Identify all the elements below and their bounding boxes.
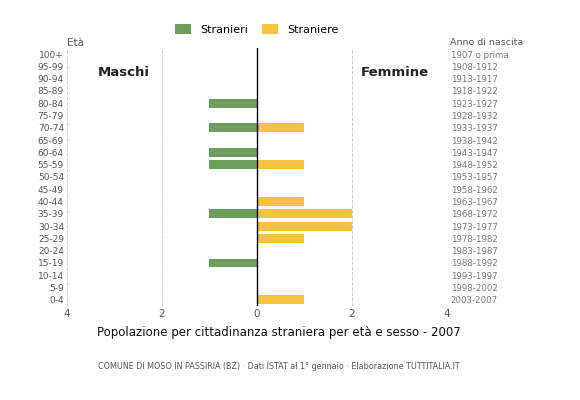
Bar: [257, 234, 304, 243]
Bar: [257, 210, 351, 218]
Text: Anno di nascita: Anno di nascita: [450, 38, 523, 47]
Bar: [209, 124, 257, 132]
Bar: [257, 222, 351, 230]
Text: Maschi: Maschi: [97, 66, 150, 79]
Bar: [257, 197, 304, 206]
Bar: [257, 160, 304, 169]
Text: COMUNE DI MOSO IN PASSIRIA (BZ) · Dati ISTAT al 1° gennaio · Elaborazione TUTTIT: COMUNE DI MOSO IN PASSIRIA (BZ) · Dati I…: [97, 362, 459, 371]
Bar: [209, 148, 257, 157]
Bar: [209, 258, 257, 268]
Text: Femmine: Femmine: [360, 66, 429, 79]
Text: Popolazione per cittadinanza straniera per età e sesso - 2007: Popolazione per cittadinanza straniera p…: [96, 326, 461, 339]
Bar: [209, 99, 257, 108]
Bar: [209, 160, 257, 169]
Text: Età: Età: [67, 38, 84, 48]
Legend: Stranieri, Straniere: Stranieri, Straniere: [175, 24, 339, 35]
Bar: [257, 296, 304, 304]
Bar: [257, 124, 304, 132]
Bar: [209, 210, 257, 218]
